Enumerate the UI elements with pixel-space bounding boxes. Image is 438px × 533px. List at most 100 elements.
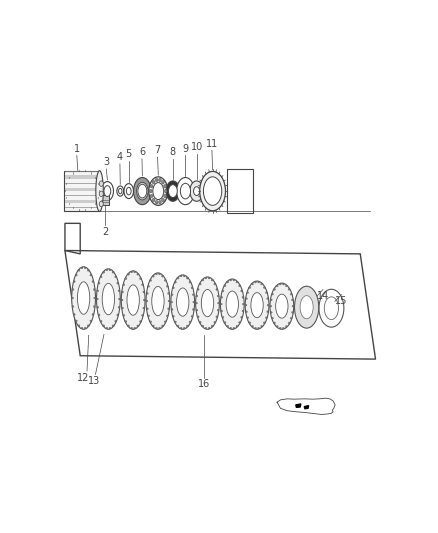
- Ellipse shape: [166, 181, 180, 201]
- Polygon shape: [159, 273, 161, 275]
- Polygon shape: [233, 279, 235, 281]
- Ellipse shape: [159, 179, 161, 182]
- Ellipse shape: [119, 188, 122, 194]
- Polygon shape: [143, 299, 145, 301]
- Polygon shape: [125, 320, 127, 323]
- Polygon shape: [184, 327, 185, 329]
- Polygon shape: [199, 282, 201, 285]
- Text: 15: 15: [336, 296, 348, 306]
- Polygon shape: [180, 327, 182, 329]
- Polygon shape: [271, 293, 274, 295]
- Text: 16: 16: [198, 379, 210, 390]
- Ellipse shape: [171, 275, 194, 329]
- Polygon shape: [112, 325, 114, 327]
- Polygon shape: [87, 269, 89, 271]
- Polygon shape: [125, 277, 127, 280]
- Text: 1: 1: [74, 144, 80, 154]
- Polygon shape: [168, 300, 170, 302]
- Ellipse shape: [164, 195, 166, 198]
- Polygon shape: [96, 298, 98, 300]
- Polygon shape: [270, 312, 272, 313]
- Polygon shape: [115, 276, 117, 278]
- Polygon shape: [149, 321, 152, 323]
- Polygon shape: [92, 313, 94, 316]
- Polygon shape: [205, 277, 207, 279]
- Polygon shape: [233, 327, 235, 329]
- Polygon shape: [211, 279, 213, 281]
- Polygon shape: [146, 300, 148, 302]
- Polygon shape: [230, 279, 232, 281]
- Polygon shape: [143, 291, 145, 293]
- Ellipse shape: [124, 184, 134, 199]
- Polygon shape: [217, 309, 219, 311]
- Polygon shape: [78, 325, 80, 327]
- Ellipse shape: [155, 200, 158, 204]
- Text: 12: 12: [78, 373, 90, 383]
- Ellipse shape: [152, 198, 155, 201]
- Polygon shape: [73, 280, 75, 282]
- Polygon shape: [292, 305, 294, 307]
- Bar: [65, 200, 99, 203]
- Polygon shape: [131, 271, 132, 273]
- Polygon shape: [78, 269, 80, 271]
- Ellipse shape: [99, 201, 103, 207]
- Polygon shape: [174, 321, 177, 324]
- Polygon shape: [134, 327, 136, 329]
- Ellipse shape: [196, 277, 219, 329]
- Polygon shape: [189, 321, 191, 324]
- Polygon shape: [164, 321, 166, 323]
- Ellipse shape: [127, 285, 139, 315]
- Polygon shape: [248, 321, 251, 324]
- Ellipse shape: [117, 186, 124, 196]
- Polygon shape: [94, 297, 95, 299]
- Text: 3: 3: [103, 157, 110, 167]
- Polygon shape: [286, 325, 288, 328]
- Polygon shape: [84, 267, 86, 269]
- Polygon shape: [117, 314, 119, 316]
- Polygon shape: [100, 320, 102, 322]
- Polygon shape: [222, 290, 224, 292]
- Polygon shape: [247, 317, 249, 319]
- Polygon shape: [102, 271, 105, 273]
- Ellipse shape: [226, 291, 238, 317]
- Polygon shape: [245, 311, 247, 313]
- FancyBboxPatch shape: [101, 195, 110, 205]
- Polygon shape: [123, 284, 125, 286]
- Polygon shape: [186, 277, 189, 279]
- Polygon shape: [276, 285, 278, 287]
- Text: 11: 11: [206, 139, 218, 149]
- Polygon shape: [119, 298, 120, 300]
- Polygon shape: [172, 316, 174, 318]
- Polygon shape: [296, 404, 301, 407]
- Ellipse shape: [251, 293, 263, 318]
- Polygon shape: [196, 295, 198, 297]
- Polygon shape: [152, 275, 154, 277]
- Ellipse shape: [150, 195, 153, 198]
- Polygon shape: [166, 315, 169, 317]
- Polygon shape: [137, 273, 139, 276]
- Polygon shape: [100, 276, 102, 278]
- Polygon shape: [75, 320, 78, 322]
- Polygon shape: [224, 321, 226, 324]
- Ellipse shape: [152, 286, 164, 316]
- Ellipse shape: [177, 177, 194, 205]
- Polygon shape: [265, 291, 268, 294]
- Polygon shape: [139, 277, 142, 280]
- Ellipse shape: [104, 185, 111, 197]
- Ellipse shape: [149, 189, 152, 193]
- Polygon shape: [97, 306, 99, 309]
- Polygon shape: [286, 285, 288, 287]
- Polygon shape: [123, 314, 125, 317]
- Polygon shape: [109, 269, 111, 271]
- Polygon shape: [263, 286, 265, 289]
- Polygon shape: [283, 283, 285, 285]
- Ellipse shape: [169, 184, 177, 198]
- Polygon shape: [134, 271, 136, 273]
- Polygon shape: [251, 283, 254, 285]
- Polygon shape: [137, 325, 139, 327]
- Polygon shape: [236, 325, 238, 327]
- Polygon shape: [84, 327, 86, 329]
- Polygon shape: [201, 279, 204, 281]
- Polygon shape: [220, 303, 222, 305]
- Polygon shape: [106, 269, 108, 271]
